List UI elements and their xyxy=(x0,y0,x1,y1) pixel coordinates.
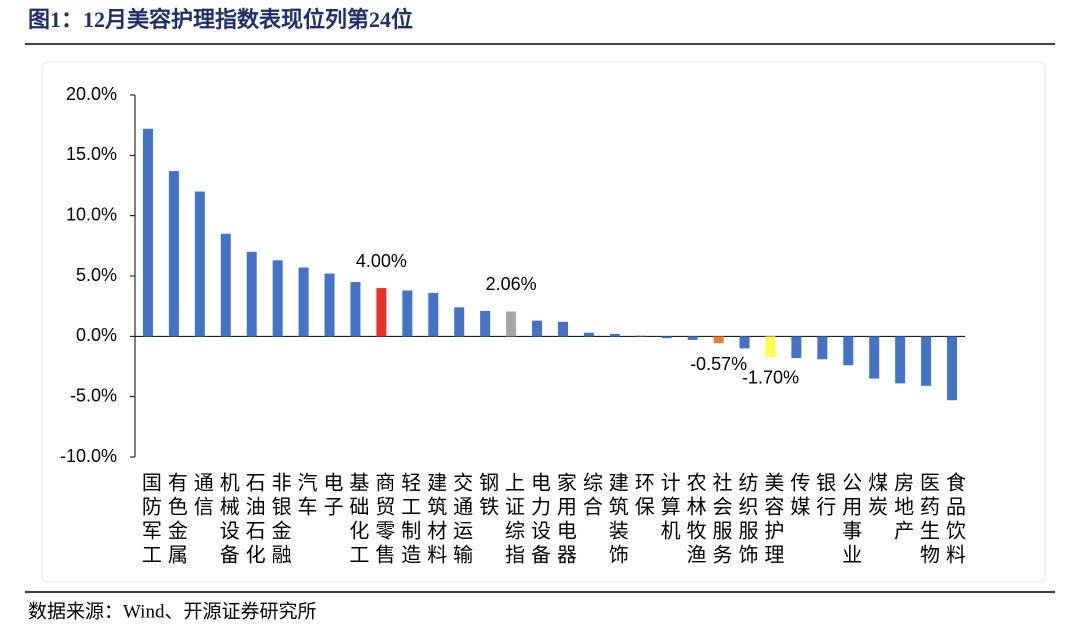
x-tick-label: 电力设备 xyxy=(527,472,550,568)
x-tick-label: 电子 xyxy=(320,472,342,520)
x-tick-label: 非银金融 xyxy=(268,472,291,568)
x-tick-label: 食品饮料 xyxy=(942,472,965,568)
x-tick-label: 环保 xyxy=(631,472,654,520)
bar xyxy=(947,336,958,401)
bar xyxy=(298,267,309,337)
value-label: -1.70% xyxy=(742,368,799,388)
x-tick-label: 银行 xyxy=(813,472,836,520)
bar xyxy=(817,336,828,360)
x-tick-label: 通信 xyxy=(190,472,213,520)
value-label: 4.00% xyxy=(356,251,407,271)
value-label: 2.06% xyxy=(486,274,537,294)
y-tick-label: 0.0% xyxy=(76,325,117,345)
x-tick-label: 房地产 xyxy=(891,472,914,544)
x-tick-label: 上证综指 xyxy=(502,472,525,568)
bar xyxy=(765,336,776,357)
x-tick-label: 农林牧渔 xyxy=(683,472,706,568)
bar xyxy=(324,273,335,337)
x-tick-label: 家用电器 xyxy=(553,472,576,568)
x-tick-label: 有色金属 xyxy=(164,472,187,568)
bar xyxy=(454,307,465,337)
bar xyxy=(350,282,361,337)
bar xyxy=(687,336,698,340)
x-tick-label: 基础化工 xyxy=(346,472,369,568)
bar xyxy=(506,311,517,337)
x-tick-label: 钢铁 xyxy=(476,472,499,520)
bar xyxy=(428,292,439,337)
y-tick-label: 15.0% xyxy=(66,144,117,164)
x-tick-label: 煤炭 xyxy=(865,472,888,520)
x-tick-label: 轻工制造 xyxy=(398,472,421,568)
x-tick-label: 纺织服饰 xyxy=(735,472,758,568)
x-tick-label: 建筑材料 xyxy=(424,472,447,568)
bar xyxy=(843,336,854,366)
chart-title: 图1：12月美容护理指数表现位列第24位 xyxy=(28,7,413,32)
x-tick-label: 美容护理 xyxy=(761,472,784,568)
bar xyxy=(402,290,413,337)
bar xyxy=(583,332,594,337)
x-tick-label: 医药生物 xyxy=(917,472,940,568)
x-tick-label: 交通运输 xyxy=(450,472,473,568)
bar xyxy=(220,233,231,337)
x-tick-label: 国防军工 xyxy=(138,472,160,568)
bar xyxy=(739,336,750,349)
y-tick-label: 20.0% xyxy=(66,84,117,104)
bar xyxy=(142,128,153,337)
bar xyxy=(713,336,724,344)
x-tick-label: 机械设备 xyxy=(216,472,239,568)
bar xyxy=(921,336,932,386)
bar xyxy=(376,288,387,337)
x-tick-label: 公用事业 xyxy=(839,472,862,568)
x-tick-label: 汽车 xyxy=(294,472,317,520)
x-tick-label: 建筑装饰 xyxy=(605,472,628,568)
bar xyxy=(609,333,620,337)
x-tick-label: 综合 xyxy=(579,472,602,520)
bar xyxy=(557,321,568,337)
bar xyxy=(791,336,802,359)
bar xyxy=(168,171,179,337)
bar xyxy=(480,310,491,337)
y-tick-label: 10.0% xyxy=(66,204,117,224)
x-tick-label: 传媒 xyxy=(787,472,810,520)
value-label: -0.57% xyxy=(690,354,747,374)
y-tick-label: 5.0% xyxy=(76,265,117,285)
y-tick-label: -10.0% xyxy=(60,446,117,466)
x-tick-label: 计算机 xyxy=(657,472,680,544)
x-tick-label: 商贸零售 xyxy=(372,472,395,568)
bar xyxy=(532,320,543,337)
source: 数据来源：Wind、开源证券研究所 xyxy=(28,600,316,622)
x-tick-label: 社会服务 xyxy=(709,472,732,568)
chart-frame xyxy=(41,61,1046,583)
x-tick-label: 石油石化 xyxy=(242,472,265,568)
bar xyxy=(194,191,205,337)
bar xyxy=(272,260,283,337)
bar xyxy=(635,335,646,337)
bar xyxy=(869,336,880,379)
bar xyxy=(246,251,257,337)
y-tick-label: -5.0% xyxy=(70,385,117,405)
bar xyxy=(661,336,672,339)
bar xyxy=(895,336,906,384)
